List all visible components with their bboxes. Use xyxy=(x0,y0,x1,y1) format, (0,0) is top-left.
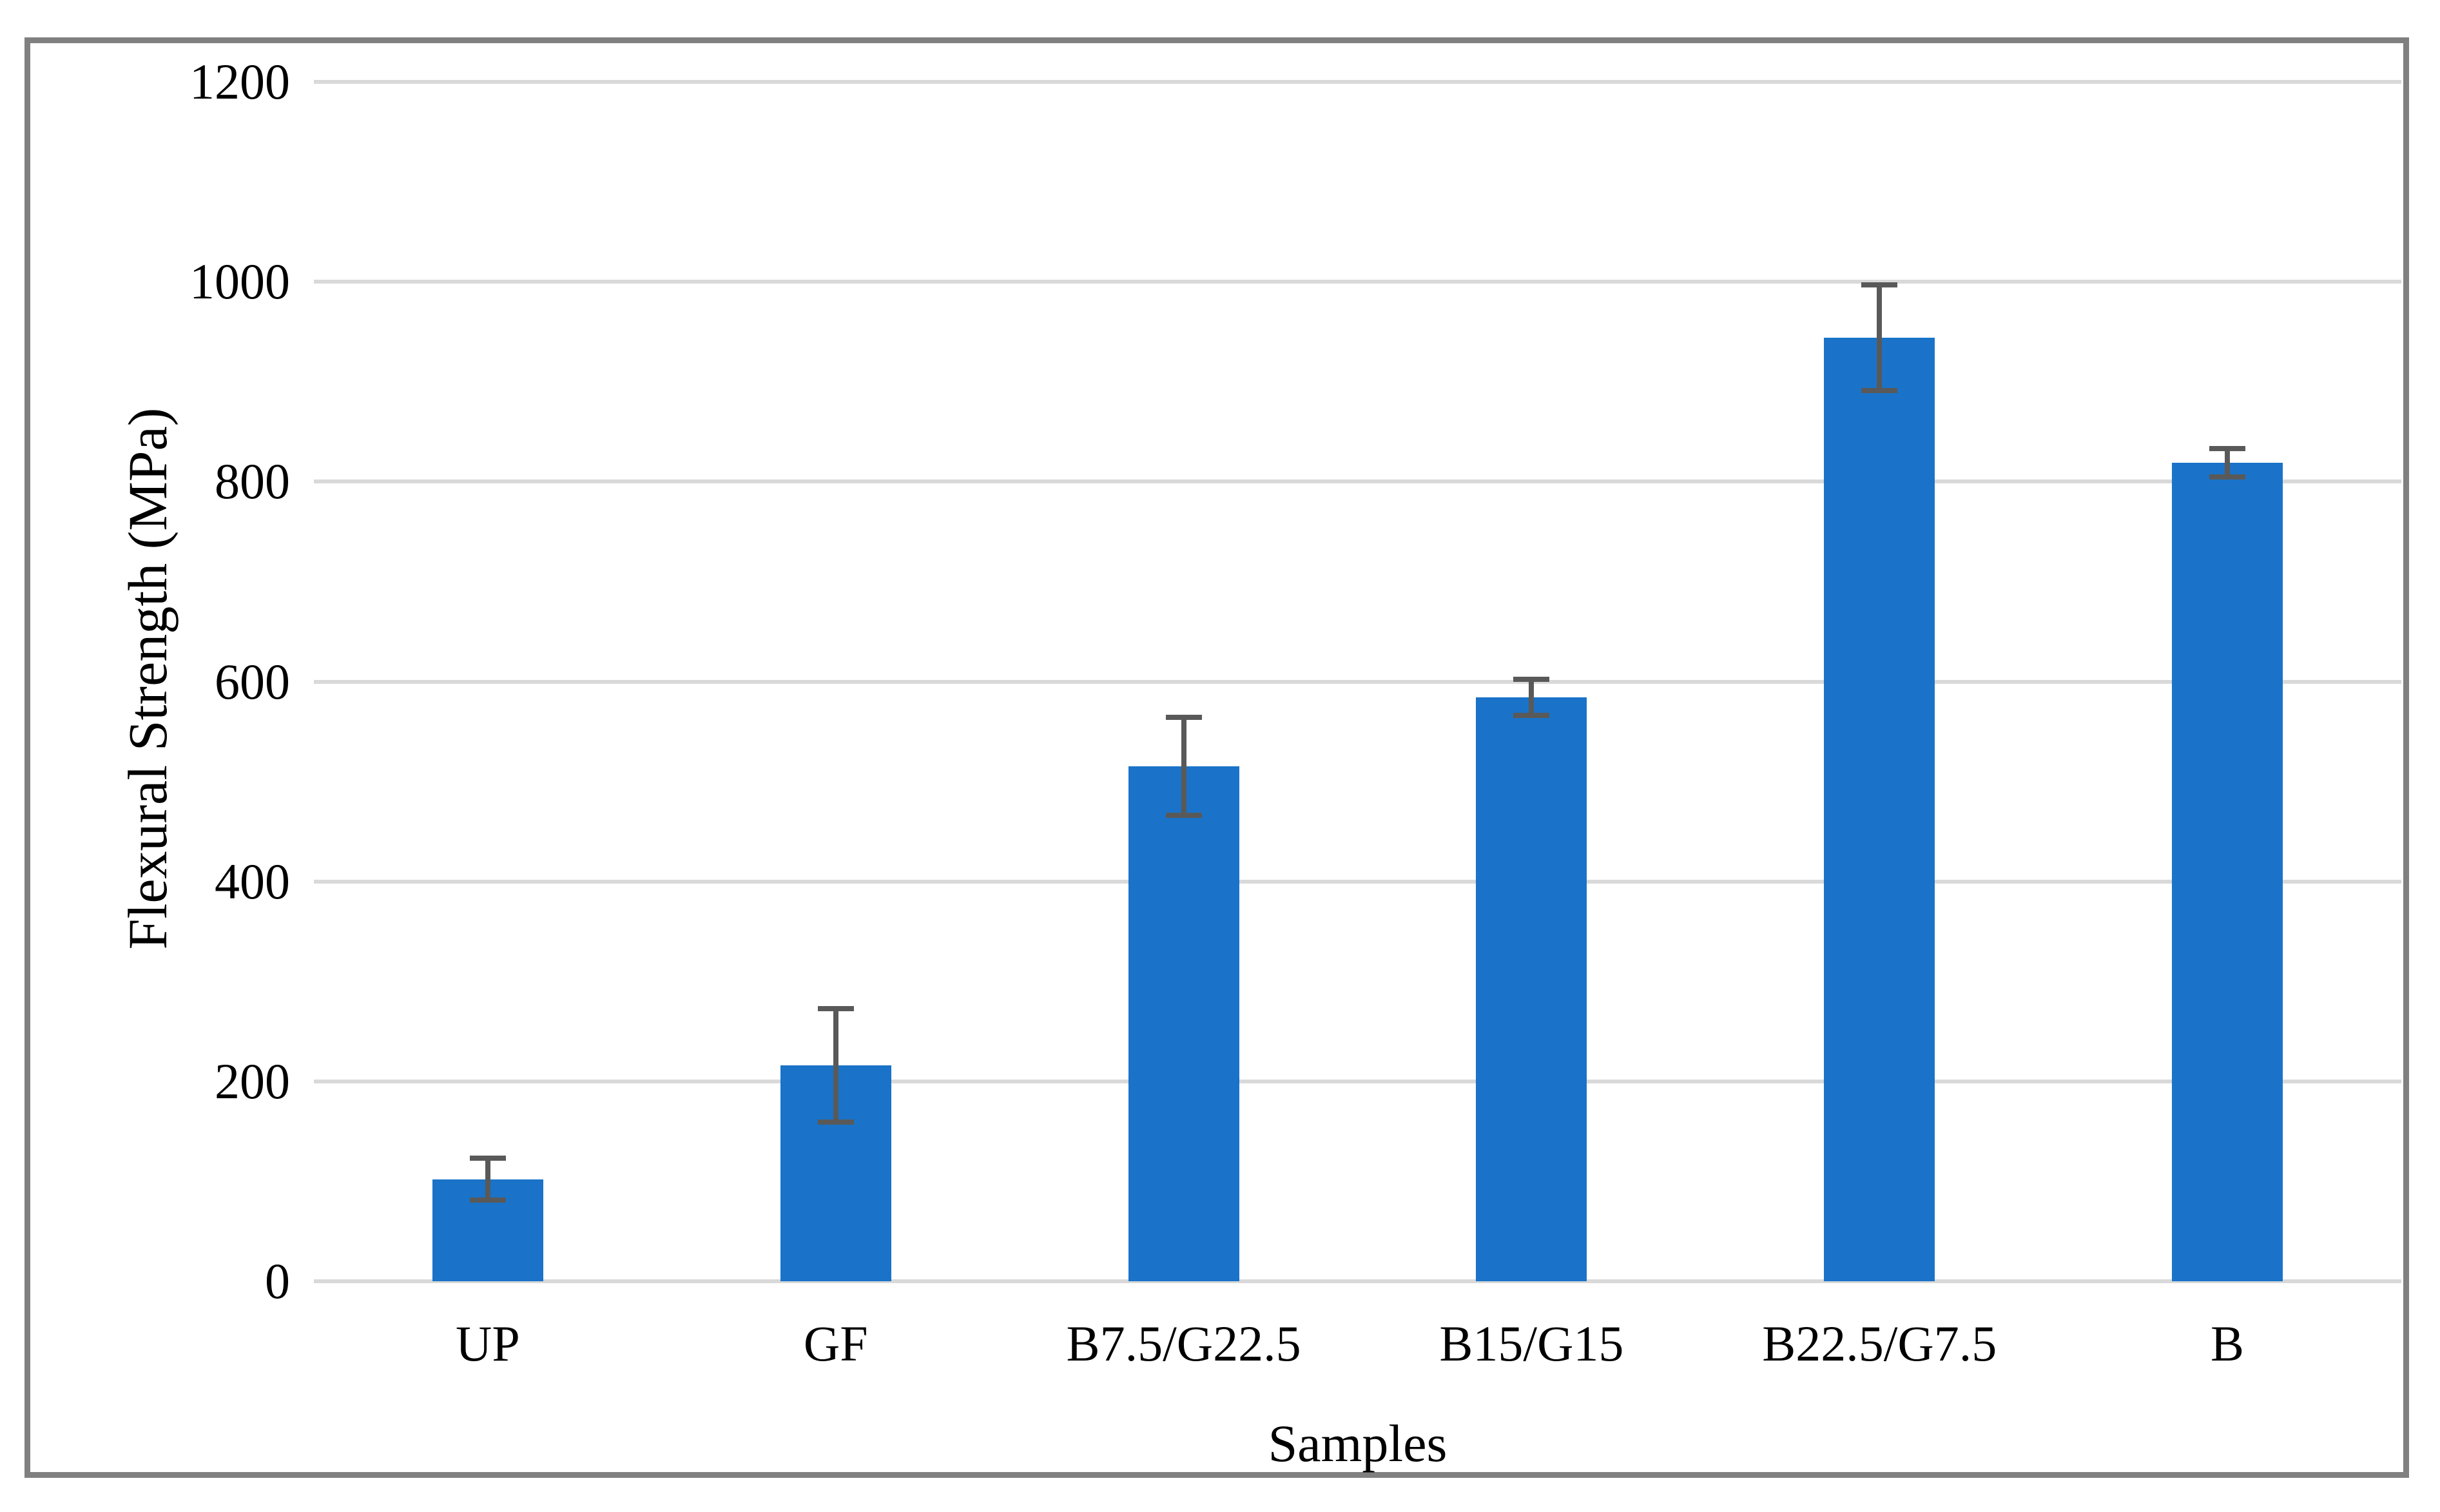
error-cap-top-B22.5/G7.5 xyxy=(1861,282,1898,287)
error-cap-top-B xyxy=(2209,446,2246,452)
error-whisker-B15/G15 xyxy=(1529,679,1535,716)
x-tick-label-UP: UP xyxy=(456,1315,520,1371)
error-whisker-B xyxy=(2225,449,2231,477)
x-tick-label-B22.5/G7.5: B22.5/G7.5 xyxy=(1762,1315,1997,1371)
error-cap-top-UP xyxy=(469,1156,506,1161)
x-tick-label-B: B xyxy=(2211,1315,2245,1371)
bar-B xyxy=(2172,462,2283,1281)
error-cap-top-B15/G15 xyxy=(1513,677,1550,683)
y-tick-label-0: 0 xyxy=(265,1253,290,1309)
y-tick-label-800: 800 xyxy=(215,453,290,510)
error-whisker-GF xyxy=(833,1008,838,1123)
y-tick-label-200: 200 xyxy=(215,1052,290,1109)
error-cap-bottom-B xyxy=(2209,474,2246,480)
gridline-0 xyxy=(314,1279,2401,1283)
error-cap-top-GF xyxy=(817,1005,854,1011)
y-tick-label-1000: 1000 xyxy=(189,253,290,310)
y-tick-label-600: 600 xyxy=(215,653,290,710)
y-tick-label-400: 400 xyxy=(215,853,290,909)
x-tick-label-GF: GF xyxy=(803,1315,868,1371)
gridline-1000 xyxy=(314,280,2401,284)
error-cap-bottom-GF xyxy=(817,1119,854,1125)
x-tick-label-B7.5/G22.5: B7.5/G22.5 xyxy=(1066,1315,1301,1371)
gridline-200 xyxy=(314,1079,2401,1083)
error-cap-bottom-UP xyxy=(469,1197,506,1203)
y-axis-title: Flexural Strength (MPa) xyxy=(117,407,179,950)
gridline-600 xyxy=(314,679,2401,684)
error-cap-bottom-B22.5/G7.5 xyxy=(1861,388,1898,394)
error-cap-bottom-B7.5/G22.5 xyxy=(1165,813,1202,819)
bar-B7.5/G22.5 xyxy=(1128,766,1239,1281)
gridline-1200 xyxy=(314,80,2401,84)
gridline-400 xyxy=(314,879,2401,884)
error-whisker-B7.5/G22.5 xyxy=(1181,717,1186,816)
error-cap-top-B7.5/G22.5 xyxy=(1165,715,1202,721)
error-cap-bottom-B15/G15 xyxy=(1513,713,1550,719)
x-axis-title: Samples xyxy=(1268,1414,1448,1473)
bar-B15/G15 xyxy=(1476,697,1587,1281)
error-whisker-B22.5/G7.5 xyxy=(1877,284,1883,391)
bar-B22.5/G7.5 xyxy=(1824,338,1935,1281)
x-tick-label-B15/G15: B15/G15 xyxy=(1439,1315,1624,1371)
error-whisker-UP xyxy=(485,1158,490,1201)
y-tick-label-1200: 1200 xyxy=(189,53,290,110)
gridline-800 xyxy=(314,480,2401,484)
